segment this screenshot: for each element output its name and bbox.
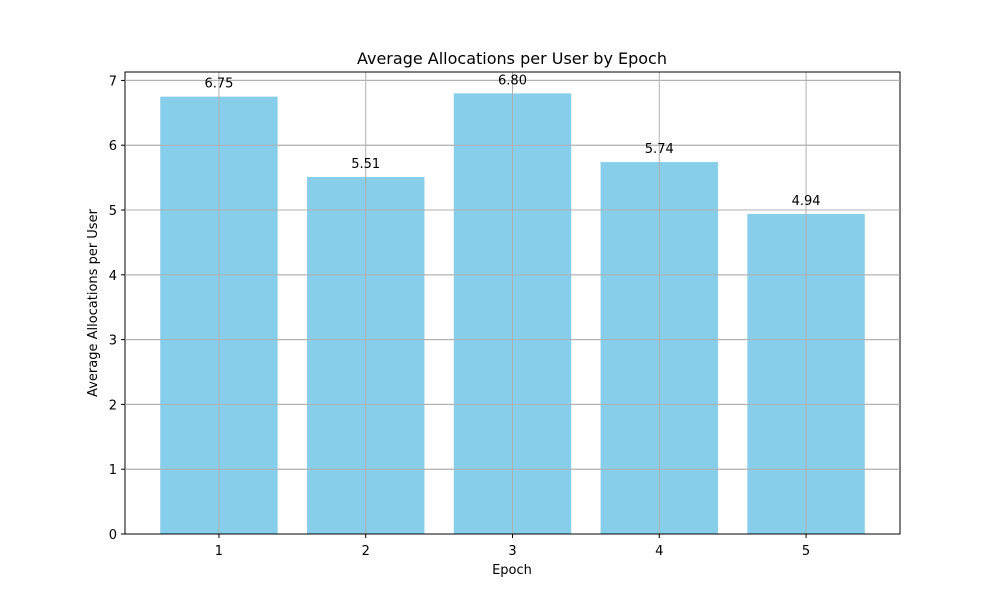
x-tick-label: 4 xyxy=(655,544,663,559)
y-tick-label: 3 xyxy=(109,334,117,349)
y-tick-label: 0 xyxy=(109,528,117,543)
y-axis-label: Average Allocations per User xyxy=(86,208,101,397)
y-tick-label: 7 xyxy=(109,74,117,89)
y-tick-label: 5 xyxy=(109,204,117,219)
x-tick-label: 1 xyxy=(215,544,223,559)
y-tick-label: 4 xyxy=(109,269,117,284)
bar-value-label: 6.75 xyxy=(204,77,233,92)
axis-ticks: 0 1 2 3 4 5 6 7 1 2 3 4 5 xyxy=(109,74,810,559)
chart-title: Average Allocations per User by Epoch xyxy=(357,49,667,68)
bar-value-label: 4.94 xyxy=(792,194,821,209)
x-tick-label: 3 xyxy=(508,544,516,559)
bar-value-label: 6.80 xyxy=(498,73,527,88)
y-tick-label: 1 xyxy=(109,463,117,478)
value-labels: 6.75 5.51 6.80 5.74 4.94 xyxy=(125,73,900,470)
bar-value-label: 5.74 xyxy=(645,142,674,157)
x-axis-label: Epoch xyxy=(492,563,532,578)
y-tick-label: 2 xyxy=(109,398,117,413)
x-tick-label: 5 xyxy=(802,544,810,559)
bar-value-label: 5.51 xyxy=(351,157,380,172)
x-tick-label: 2 xyxy=(362,544,370,559)
y-tick-label: 6 xyxy=(109,139,117,154)
